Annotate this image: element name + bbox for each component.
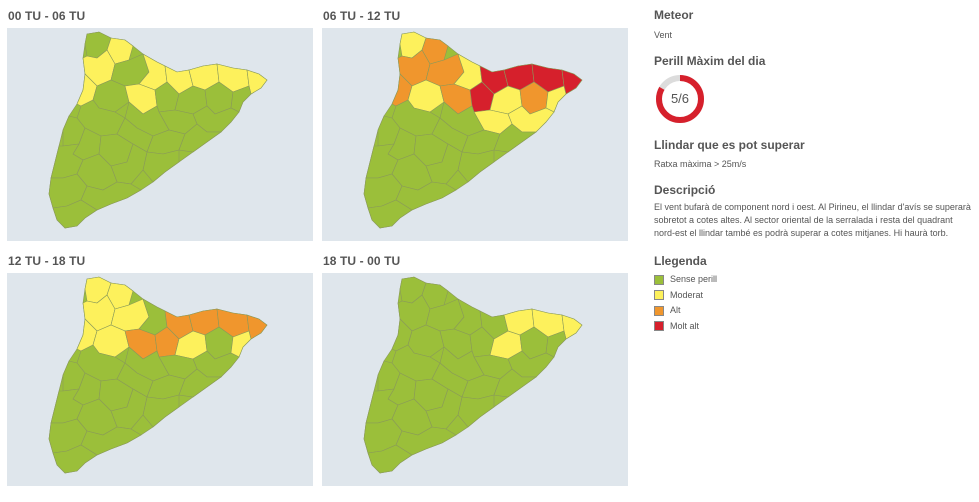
map-region-26[interactable] xyxy=(178,368,222,398)
legend-swatch-red xyxy=(654,321,664,332)
map-region-27[interactable] xyxy=(457,394,495,428)
legend-swatch-orange xyxy=(654,305,664,316)
catalonia-map-2 xyxy=(363,31,583,229)
danger-value: 5/6 xyxy=(670,91,690,106)
map-regions-1 xyxy=(48,31,268,229)
map-regions-4 xyxy=(363,276,583,474)
catalonia-map-4 xyxy=(363,276,583,474)
legend-swatch-green xyxy=(654,274,664,285)
legend-item-alt: Alt xyxy=(654,303,976,319)
danger-gauge: 5/6 xyxy=(654,73,706,125)
danger-gauge-ring xyxy=(656,75,704,123)
map-region-33[interactable] xyxy=(52,444,98,474)
legend-item-molt-alt: Molt alt xyxy=(654,319,976,335)
description-heading: Descripció xyxy=(654,183,716,197)
panel-title-3: 12 TU - 18 TU xyxy=(8,254,86,268)
map-region-27[interactable] xyxy=(142,149,180,183)
threshold-heading: Llindar que es pot superar xyxy=(654,138,805,152)
legend-label: Alt xyxy=(670,305,681,316)
map-region-27[interactable] xyxy=(457,149,495,183)
info-sidebar: Meteor Vent Perill Màxim del dia 5/6 Lli… xyxy=(654,8,976,334)
legend-swatch-yellow xyxy=(654,290,664,301)
catalonia-map-3 xyxy=(48,276,268,474)
map-regions-3 xyxy=(48,276,268,474)
map-region-26[interactable] xyxy=(493,368,537,398)
legend: Sense perill Moderat Alt Molt alt xyxy=(654,272,976,334)
legend-heading: Llegenda xyxy=(654,254,707,268)
map-panel-3[interactable] xyxy=(7,273,313,486)
threshold-value: Ratxa màxima > 25m/s xyxy=(654,159,747,169)
map-panel-2[interactable] xyxy=(322,28,628,241)
map-region-26[interactable] xyxy=(178,123,222,153)
legend-label: Sense perill xyxy=(670,274,718,285)
panel-title-1: 00 TU - 06 TU xyxy=(8,9,86,23)
legend-item-sense-perill: Sense perill xyxy=(654,272,976,288)
panel-title-2: 06 TU - 12 TU xyxy=(323,9,401,23)
map-region-26[interactable] xyxy=(493,123,537,153)
map-region-33[interactable] xyxy=(367,199,413,229)
meteor-heading: Meteor xyxy=(654,8,694,22)
catalonia-map-1 xyxy=(48,31,268,229)
meteor-value: Vent xyxy=(654,30,673,40)
map-region-33[interactable] xyxy=(367,444,413,474)
description-text: El vent bufarà de component nord i oest.… xyxy=(654,202,971,238)
legend-item-moderat: Moderat xyxy=(654,288,976,304)
map-panel-4[interactable] xyxy=(322,273,628,486)
map-region-33[interactable] xyxy=(52,199,98,229)
map-region-27[interactable] xyxy=(142,394,180,428)
map-panel-1[interactable] xyxy=(7,28,313,241)
danger-heading: Perill Màxim del dia xyxy=(654,54,766,68)
legend-label: Moderat xyxy=(670,289,704,300)
legend-label: Molt alt xyxy=(670,320,700,331)
map-regions-2 xyxy=(363,31,583,229)
panel-title-4: 18 TU - 00 TU xyxy=(323,254,401,268)
